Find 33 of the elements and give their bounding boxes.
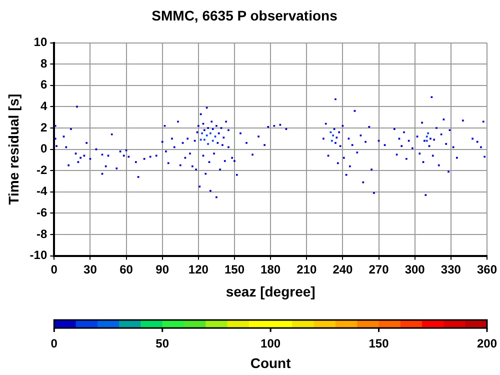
color-bar-label: 100 — [260, 336, 281, 350]
y-tick-label: 6 — [40, 78, 48, 92]
x-tick-label: 0 — [50, 262, 58, 276]
x-tick-label: 60 — [120, 262, 134, 276]
y-tick-label: -8 — [36, 226, 48, 241]
chart-title: SMMC, 6635 P observations — [152, 7, 338, 24]
y-tick-label: -6 — [36, 206, 48, 220]
x-tick-label: 300 — [404, 262, 426, 276]
y-tick-label: 2 — [40, 120, 48, 134]
x-tick-label: 210 — [296, 262, 317, 276]
y-tick-label: -4 — [36, 184, 48, 198]
color-bar-title: Count — [250, 354, 292, 371]
color-bar-label: 50 — [156, 336, 170, 350]
color-bar-label: 150 — [368, 336, 390, 350]
color-bar-label: 200 — [476, 336, 498, 350]
y-tick-label: 8 — [40, 56, 48, 70]
y-tick-label: 4 — [40, 99, 48, 114]
color-bar-label: 0 — [50, 336, 58, 350]
y-tick-label: 0 — [40, 142, 48, 156]
x-tick-label: 30 — [84, 262, 98, 276]
x-tick-label: 150 — [224, 262, 245, 276]
y-axis-title: Time residual [s] — [5, 94, 22, 205]
x-tick-label: 270 — [368, 262, 390, 276]
x-tick-label: 90 — [156, 262, 170, 276]
x-tick-label: 180 — [260, 262, 281, 276]
y-tick-label: 10 — [34, 35, 48, 50]
x-tick-label: 360 — [476, 262, 498, 276]
y-tick-label: -2 — [36, 162, 48, 177]
y-tick-label: -10 — [30, 248, 48, 262]
x-axis-title: seaz [degree] — [226, 283, 316, 300]
x-tick-label: 240 — [332, 262, 354, 276]
x-tick-label: 120 — [188, 262, 209, 276]
x-tick-label: 330 — [440, 262, 462, 276]
